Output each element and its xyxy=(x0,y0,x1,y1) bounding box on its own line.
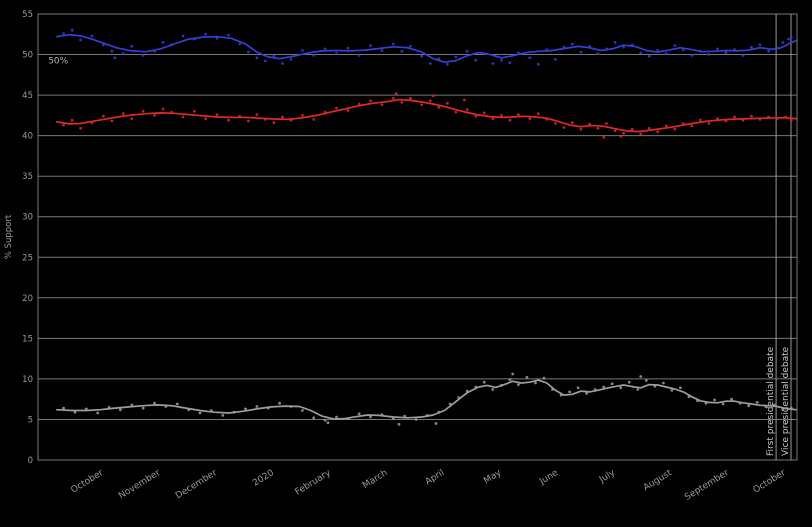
y-tick-label: 30 xyxy=(22,213,33,223)
y-axis-title: % Support xyxy=(4,214,14,259)
trend-line-gray xyxy=(55,379,797,420)
y-tick-label: 40 xyxy=(22,132,33,142)
y-tick-label: 50 xyxy=(22,51,33,61)
x-tick-label: 2020 xyxy=(251,468,276,489)
x-axis-tick-labels: October November December 2020 February March… xyxy=(69,468,787,503)
poll-dots-blue xyxy=(62,28,793,66)
x-tick-label: February xyxy=(294,468,334,498)
y-tick-label: 20 xyxy=(22,294,33,304)
x-tick-label: September xyxy=(683,468,731,503)
debate-event-label: Vice presidential debate xyxy=(781,346,791,456)
annotation-50-percent: 50% xyxy=(48,57,68,67)
x-tick-label: December xyxy=(174,468,219,501)
x-tick-label: October xyxy=(752,468,788,496)
grid-lines xyxy=(38,13,797,461)
y-tick-label: 0 xyxy=(28,456,33,466)
y-tick-label: 35 xyxy=(22,172,33,182)
x-tick-label: March xyxy=(361,468,390,491)
trend-line-blue xyxy=(55,33,797,64)
x-tick-label: August xyxy=(642,468,674,493)
poll-dots-red xyxy=(62,92,793,139)
x-tick-label: July xyxy=(597,468,617,486)
trend-line-red xyxy=(55,98,797,133)
y-tick-label: 15 xyxy=(22,334,33,344)
y-tick-label: 55 xyxy=(22,10,33,20)
x-tick-label: October xyxy=(69,468,105,496)
debate-event-label: First presidential debate xyxy=(766,346,776,456)
x-tick-label: June xyxy=(537,468,560,488)
y-tick-label: 10 xyxy=(22,375,33,385)
y-axis-tick-labels: 0 5 10 15 20 25 30 35 40 45 50 55 xyxy=(22,10,33,466)
y-tick-label: 5 xyxy=(28,416,33,426)
poll-dots-gray xyxy=(62,372,793,426)
x-tick-label: November xyxy=(117,468,162,501)
y-tick-label: 25 xyxy=(22,253,33,263)
x-tick-label: May xyxy=(482,468,504,487)
plot-border xyxy=(37,13,798,461)
y-tick-label: 45 xyxy=(22,91,33,101)
x-tick-label: April xyxy=(424,468,447,487)
